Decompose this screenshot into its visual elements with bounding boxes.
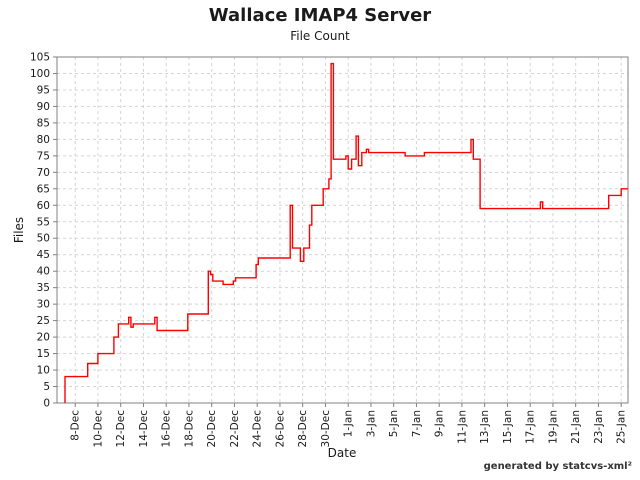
x-tick-label: 15-Jan [502, 410, 514, 444]
y-tick-label: 85 [37, 117, 50, 129]
y-tick-label: 25 [37, 315, 50, 327]
chart-subtitle: File Count [290, 29, 350, 43]
y-tick-label: 90 [37, 101, 50, 113]
x-tick-label: 23-Jan [593, 410, 605, 444]
y-tick-label: 55 [37, 216, 50, 228]
x-tick-label: 1-Jan [343, 410, 355, 437]
x-tick-label: 10-Dec [92, 410, 104, 448]
x-tick-label: 30-Dec [320, 410, 332, 448]
y-tick-label: 100 [30, 68, 50, 80]
x-tick-label: 25-Jan [616, 410, 628, 444]
chart-title: Wallace IMAP4 Server [208, 5, 432, 26]
y-tick-label: 35 [37, 282, 50, 294]
y-tick-label: 5 [43, 381, 50, 393]
y-tick-label: 10 [37, 365, 50, 377]
y-tick-label: 40 [37, 266, 50, 278]
x-tick-label: 17-Jan [525, 410, 537, 444]
x-tick-label: 22-Dec [229, 410, 241, 448]
x-tick-label: 11-Jan [456, 410, 468, 444]
x-tick-label: 16-Dec [161, 410, 173, 448]
x-tick-label: 18-Dec [183, 410, 195, 448]
x-tick-label: 12-Dec [115, 410, 127, 448]
y-tick-label: 0 [43, 398, 50, 410]
y-tick-label: 30 [37, 299, 50, 311]
x-tick-label: 5-Jan [388, 410, 400, 437]
footer-credit: generated by statcvs-xml² [483, 461, 632, 472]
y-tick-label: 75 [37, 150, 50, 162]
x-tick-label: 8-Dec [70, 410, 82, 441]
x-tick-label: 21-Jan [570, 410, 582, 444]
x-tick-label: 26-Dec [274, 410, 286, 448]
x-tick-label: 28-Dec [297, 410, 309, 448]
x-tick-label: 20-Dec [206, 410, 218, 448]
y-tick-label: 80 [37, 134, 50, 146]
y-tick-label: 50 [37, 233, 50, 245]
x-tick-label: 3-Jan [365, 410, 377, 437]
y-tick-label: 15 [37, 348, 50, 360]
x-tick-label: 24-Dec [252, 410, 264, 448]
y-tick-label: 95 [37, 84, 50, 96]
y-tick-label: 60 [37, 200, 50, 212]
y-tick-label: 105 [30, 52, 50, 64]
x-tick-label: 9-Jan [434, 410, 446, 437]
x-tick-label: 13-Jan [479, 410, 491, 444]
file-count-line [64, 62, 628, 403]
x-tick-label: 7-Jan [411, 410, 423, 437]
x-axis-label: Date [327, 446, 357, 460]
y-tick-label: 70 [37, 167, 50, 179]
y-tick-label: 20 [37, 332, 50, 344]
y-tick-label: 65 [37, 183, 50, 195]
x-tick-label: 19-Jan [547, 410, 559, 444]
plot-border [56, 56, 629, 404]
x-tick-label: 14-Dec [138, 410, 150, 448]
y-tick-label: 45 [37, 249, 50, 261]
